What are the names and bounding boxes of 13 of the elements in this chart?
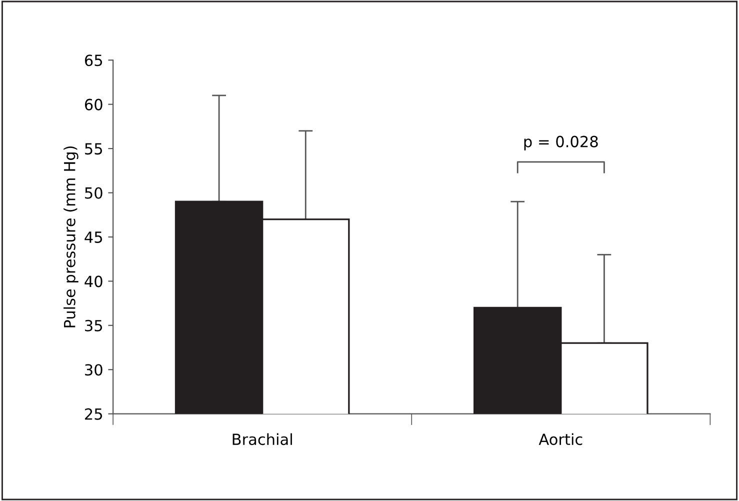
x-tick-label: Aortic: [538, 433, 582, 446]
y-tick-label: 55: [85, 143, 102, 155]
annotation: p = 0.028: [524, 136, 598, 150]
y-tick-label: 25: [85, 408, 102, 420]
y-axis-title: Pulse pressure (mm Hg): [64, 146, 78, 328]
y-tick-label: 45: [84, 232, 102, 243]
y-tick-label: 65: [84, 54, 102, 66]
x-tick-label: Brachial: [232, 433, 292, 446]
y-tick-label: 40: [84, 276, 102, 288]
y-tick-label: 60: [84, 98, 102, 110]
y-tick-label: 50: [85, 187, 102, 199]
y-tick-label: 35: [85, 320, 102, 332]
y-tick-label: 30: [85, 364, 102, 376]
